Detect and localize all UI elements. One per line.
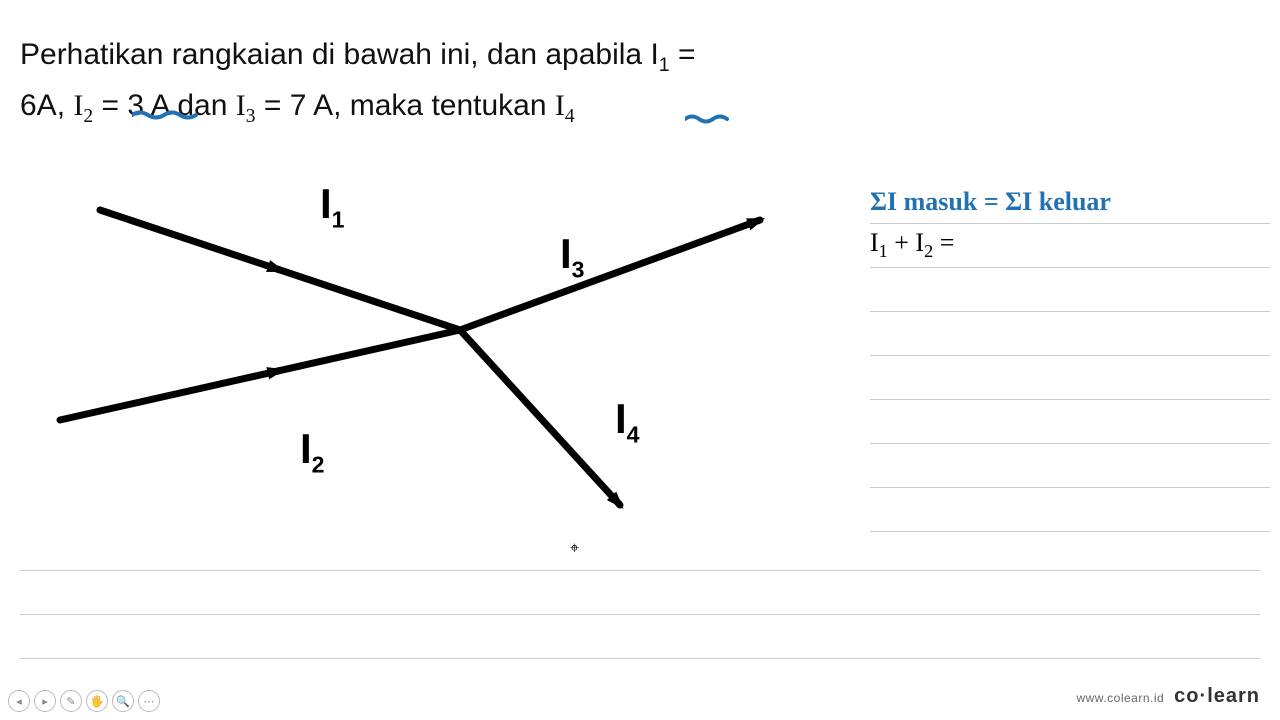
ruled-line xyxy=(870,312,1270,356)
equation-step: I1 + I2 = xyxy=(870,224,1270,268)
ruled-line xyxy=(20,658,1260,659)
control-button-4[interactable]: 🔍 xyxy=(112,690,134,712)
control-button-3[interactable]: 🖐 xyxy=(86,690,108,712)
ruled-line xyxy=(870,356,1270,400)
problem-statement: Perhatikan rangkaian di bawah ini, dan a… xyxy=(20,30,840,133)
ruled-line xyxy=(870,268,1270,312)
diagram-label: I4 xyxy=(615,395,640,448)
ruled-line xyxy=(20,614,1260,615)
problem-line1-post: = xyxy=(670,38,696,71)
i2-symbol: I2 xyxy=(73,89,93,122)
footer: www.colearn.id co·learn xyxy=(1076,685,1260,708)
control-button-5[interactable]: ⋯ xyxy=(138,690,160,712)
kirchhoff-law: ΣI masuk = ΣI keluar xyxy=(870,180,1270,224)
eq7a: = 7 A, maka tentukan xyxy=(256,89,555,122)
control-button-1[interactable]: ▸ xyxy=(34,690,56,712)
problem-6a: 6A, xyxy=(20,89,73,122)
squiggle-under-3a xyxy=(132,110,202,120)
squiggle-under-i4 xyxy=(685,114,731,124)
ruled-line xyxy=(870,488,1270,532)
i4-symbol: I4 xyxy=(555,89,575,122)
problem-line1-pre: Perhatikan rangkaian di bawah ini, dan a… xyxy=(20,38,659,71)
problem-line1-sub: 1 xyxy=(659,54,670,76)
footer-url: www.colearn.id xyxy=(1076,691,1164,705)
ruled-line xyxy=(870,444,1270,488)
diagram-label: I3 xyxy=(560,230,585,283)
diagram-svg xyxy=(40,160,780,540)
mouse-cursor-icon: ⌖ xyxy=(570,540,579,558)
ruled-line xyxy=(870,400,1270,444)
diagram-label: I1 xyxy=(320,180,345,233)
circuit-diagram: I1 I2 I3 I4 xyxy=(40,160,780,540)
presentation-controls: ◂▸✎🖐🔍⋯ xyxy=(8,690,160,712)
control-button-2[interactable]: ✎ xyxy=(60,690,82,712)
diagram-label: I2 xyxy=(300,425,325,478)
control-button-0[interactable]: ◂ xyxy=(8,690,30,712)
solution-area: ΣI masuk = ΣI keluar I1 + I2 = xyxy=(870,180,1270,532)
brand-logo: co·learn xyxy=(1174,685,1260,708)
i3-symbol: I3 xyxy=(236,89,256,122)
ruled-line xyxy=(20,570,1260,571)
